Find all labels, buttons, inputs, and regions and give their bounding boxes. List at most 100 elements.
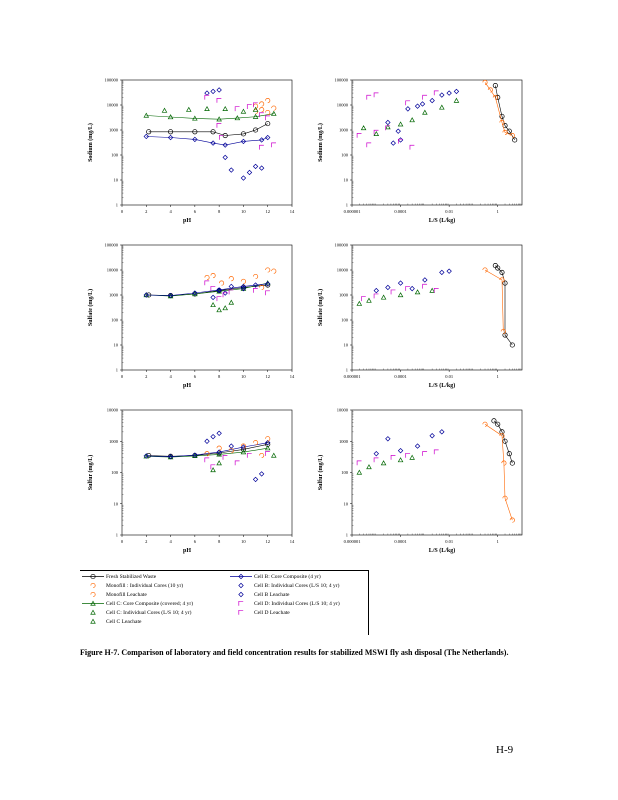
data-point: [259, 107, 265, 113]
y-tick-label: 1: [116, 533, 118, 538]
series-celld_ic: [204, 451, 270, 470]
data-point: [252, 106, 259, 112]
data-point: [265, 281, 271, 287]
x-tick-label: 2: [145, 539, 147, 544]
data-point: [204, 451, 210, 457]
x-tick-label: 0.01: [445, 209, 453, 214]
data-point: [240, 131, 246, 137]
x-tick-label: 1: [497, 539, 499, 544]
x-tick-label: 0.0001: [394, 539, 406, 544]
legend-item-celld_ic: Cell D: Individual Cores (L/S 10; 4 yr): [230, 600, 340, 607]
data-point: [259, 112, 264, 118]
data-point: [422, 451, 428, 456]
y-tick-label: 10000: [107, 268, 119, 273]
data-point: [234, 460, 240, 466]
data-point: [414, 289, 421, 295]
series-cellb_cc: [143, 439, 271, 460]
data-point: [240, 285, 247, 292]
x-tick-label: 10: [241, 539, 246, 544]
plot-frame: [351, 409, 523, 536]
y-tick-label: 1000: [339, 439, 349, 444]
data-point: [409, 285, 415, 292]
series-line: [484, 423, 513, 521]
data-point: [433, 288, 439, 293]
data-point: [397, 447, 404, 454]
legend-swatch: [82, 573, 104, 580]
data-point: [222, 305, 229, 311]
data-point: [258, 137, 265, 143]
y-tick-label: 10000: [107, 408, 119, 413]
legend-item-cellb_ic: Cell B: Individual Cores (L/S 10; 4 yr): [230, 582, 339, 589]
series-monofill_l: [482, 421, 515, 523]
data-point: [228, 283, 234, 290]
data-point: [499, 269, 505, 275]
data-point: [373, 293, 379, 299]
data-point: [487, 87, 493, 93]
data-point: [491, 418, 497, 424]
series-monofill_l: [482, 267, 506, 334]
data-point: [380, 294, 387, 300]
x-tick-label: 0: [121, 209, 124, 214]
plot-frame: [121, 244, 293, 371]
data-point: [185, 106, 192, 112]
legend-label: Cell D: Individual Cores (L/S 10; 4 yr): [254, 600, 340, 607]
series-line: [146, 282, 268, 297]
data-point: [265, 134, 271, 141]
y-tick-label: 10000: [337, 103, 349, 108]
data-point: [192, 129, 198, 135]
legend-label: Cell C: Individual Cores (L/S 10; 4 yr): [106, 609, 192, 616]
data-point: [439, 429, 445, 435]
data-point: [216, 123, 222, 128]
data-point: [439, 269, 445, 276]
data-point: [210, 140, 216, 146]
data-point: [265, 439, 271, 446]
data-point: [240, 283, 247, 290]
series-cellc_l: [356, 287, 435, 306]
data-point: [398, 138, 403, 144]
data-point: [405, 452, 411, 458]
data-point: [240, 443, 246, 449]
y-tick-label: 1000: [109, 128, 119, 133]
data-point: [397, 137, 404, 143]
data-point: [422, 94, 428, 100]
series-cellc_ic: [210, 299, 235, 313]
data-point: [482, 267, 488, 273]
x-tick-label: 12: [265, 209, 270, 214]
legend-swatch: [238, 591, 244, 598]
y-tick-label: 1000: [339, 293, 349, 298]
legend-marker: [90, 582, 96, 589]
data-point: [385, 284, 391, 291]
data-point: [433, 90, 439, 96]
data-point: [405, 286, 411, 291]
legend-label: Cell D Leachate: [254, 609, 290, 616]
series-line: [484, 82, 513, 136]
data-point: [366, 464, 372, 470]
data-point: [499, 429, 505, 435]
data-point: [192, 452, 198, 458]
series-celld_ic: [204, 94, 276, 150]
data-point: [219, 280, 225, 286]
data-point: [502, 495, 508, 501]
data-point: [253, 102, 258, 108]
plot-frame: [351, 79, 523, 206]
data-point: [512, 137, 518, 143]
y-tick-label: 100: [341, 153, 349, 158]
y-tick-label: 100: [341, 318, 349, 323]
data-point: [143, 453, 149, 459]
data-point: [385, 436, 391, 442]
data-point: [265, 115, 270, 121]
data-point: [499, 119, 505, 126]
chart-sulfur-vs-ph: 1 10 100 1000 10000 0 2 4 6 8 10 12 14 pH Sulfur (mg/L…: [87, 408, 295, 555]
x-tick-label: 14: [290, 374, 295, 379]
x-tick-label: 14: [290, 209, 295, 214]
series-cellc_cc: [143, 110, 277, 122]
x-tick-label: 4: [169, 209, 172, 214]
data-point: [258, 471, 265, 477]
series-monofill_ic: [204, 267, 277, 291]
data-point: [246, 104, 252, 109]
y-tick-label: 10000: [337, 408, 349, 413]
y-tick-label: 100000: [335, 243, 349, 248]
x-tick-label: 4: [169, 374, 172, 379]
data-point: [216, 287, 222, 294]
data-point: [252, 476, 259, 483]
